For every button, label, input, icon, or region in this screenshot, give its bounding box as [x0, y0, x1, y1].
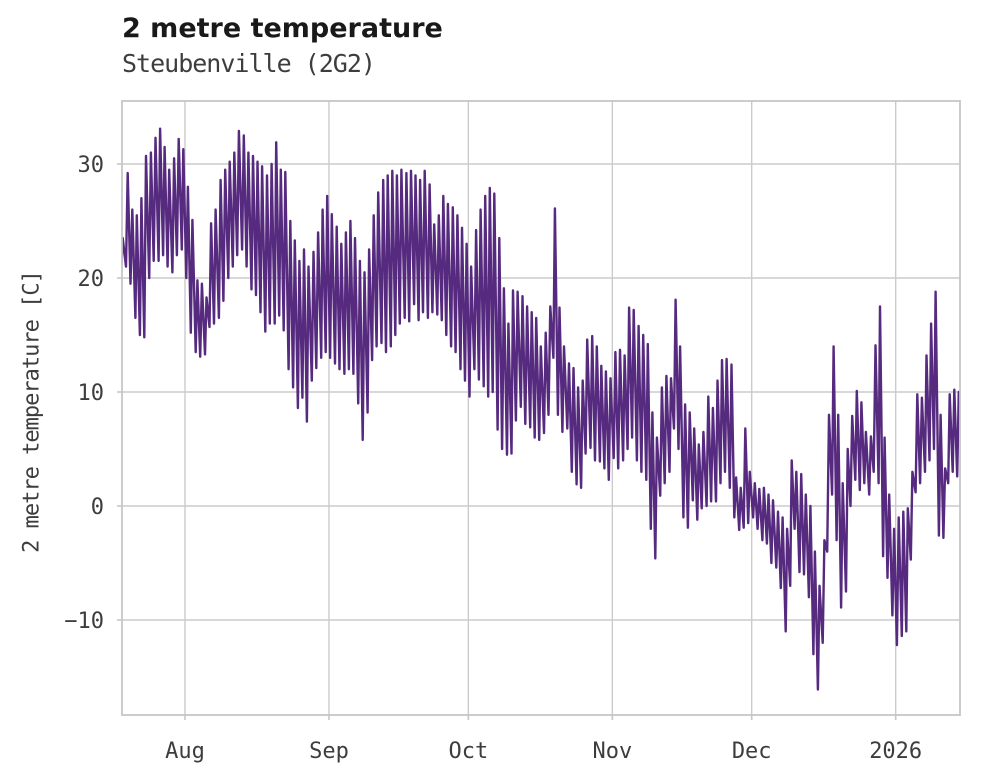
- plot-border: [121, 100, 961, 716]
- chart-title: 2 metre temperature: [122, 13, 443, 44]
- x-tick-label: Nov: [592, 739, 632, 764]
- axis-ticks: [117, 163, 897, 720]
- y-tick-label: 20: [78, 267, 105, 292]
- y-tick-label: −10: [64, 609, 104, 634]
- x-tick-label: Oct: [448, 739, 488, 764]
- x-tick-label: 2026: [869, 739, 922, 764]
- y-tick-label: 0: [91, 495, 104, 520]
- x-tick-label: Dec: [732, 739, 772, 764]
- axis-tick-labels: Aug Sep Oct Nov Dec 2026 30 20 10 0 −10: [64, 153, 922, 764]
- y-tick-label: 10: [78, 381, 105, 406]
- temperature-series-line: [122, 127, 960, 691]
- y-tick-label: 30: [78, 153, 105, 178]
- chart-subtitle: Steubenville (2G2): [122, 49, 376, 78]
- x-tick-label: Aug: [165, 739, 205, 764]
- plot-frame: [121, 100, 961, 716]
- temperature-series: [122, 127, 960, 691]
- x-tick-label: Sep: [309, 739, 349, 764]
